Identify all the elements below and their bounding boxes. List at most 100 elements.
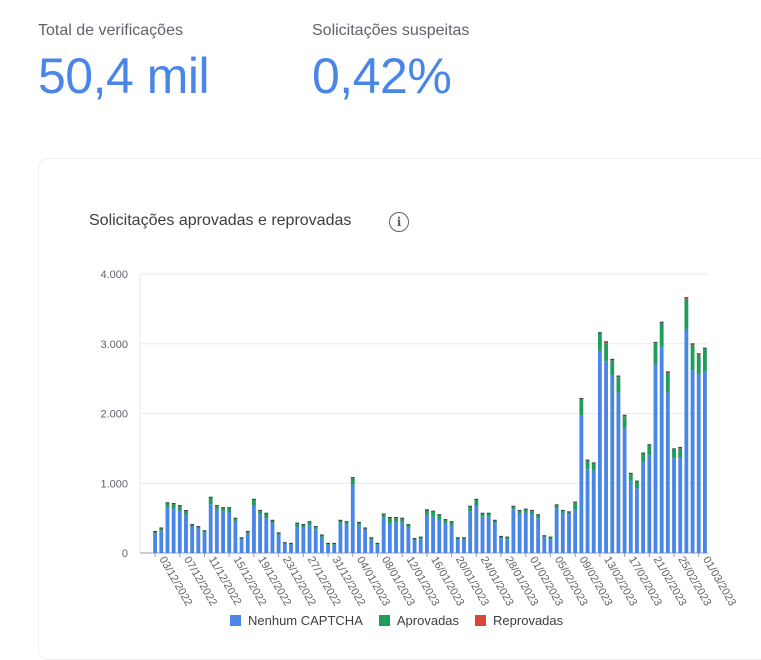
bar-none [542, 538, 546, 553]
bar-none [394, 522, 398, 553]
bar-top-marker [511, 506, 515, 507]
bar-none [493, 524, 497, 553]
bar-top-marker [320, 534, 324, 535]
bar-none [289, 545, 293, 553]
bar-approved [703, 349, 707, 371]
y-tick-label: 2.000 [100, 409, 128, 421]
bar-top-marker [598, 332, 602, 333]
bar-none [314, 529, 318, 553]
bar-approved [487, 514, 491, 517]
bar-top-marker [555, 504, 559, 505]
bar-approved [524, 510, 528, 513]
bar-none [406, 528, 410, 553]
bar-none [221, 511, 225, 553]
bar-none [678, 458, 682, 553]
stacked-bar-chart: 01.0002.0003.0004.00003/12/202207/12/202… [0, 0, 761, 646]
bar-approved [635, 482, 639, 488]
bar-approved [178, 506, 182, 510]
bar-approved [320, 536, 324, 537]
bar-approved [641, 454, 645, 462]
bar-none [240, 539, 244, 553]
bar-top-marker [227, 507, 231, 508]
bar-top-marker [635, 481, 639, 482]
bar-top-marker [654, 342, 658, 343]
y-tick-label: 4.000 [100, 269, 128, 281]
bar-top-marker [697, 353, 701, 354]
bar-approved [468, 507, 472, 511]
bar-approved [425, 510, 429, 514]
bar-approved [579, 400, 583, 415]
bar-top-marker [271, 520, 275, 521]
legend-label-none: Nenhum CAPTCHA [248, 613, 363, 628]
legend-item-approved[interactable]: Aprovadas [379, 613, 459, 628]
bar-approved [549, 538, 553, 539]
bar-top-marker [326, 543, 330, 544]
bar-top-marker [425, 509, 429, 510]
bar-top-marker [394, 517, 398, 518]
bar-none [369, 539, 373, 553]
bar-none [530, 514, 534, 553]
bar-approved [382, 515, 386, 518]
bar-none [332, 545, 336, 553]
bar-approved [159, 529, 163, 531]
bar-approved [542, 536, 546, 537]
bar-top-marker [172, 503, 176, 504]
bar-none [159, 531, 163, 553]
bar-approved [493, 521, 497, 524]
bar-approved [233, 519, 237, 522]
bar-top-marker [203, 530, 207, 531]
bar-top-marker [413, 538, 417, 539]
legend-item-none[interactable]: Nenhum CAPTCHA [230, 613, 363, 628]
bar-approved [567, 513, 571, 514]
legend-item-rejected[interactable]: Reprovadas [475, 613, 563, 628]
legend-swatch-none [230, 615, 241, 626]
bar-approved [184, 511, 188, 514]
bar-top-marker [246, 531, 250, 532]
bar-top-marker [388, 517, 392, 518]
bar-approved [196, 527, 200, 528]
bar-none [258, 514, 262, 553]
bar-approved [221, 508, 225, 511]
bar-approved [511, 507, 515, 510]
bar-top-marker [567, 511, 571, 512]
bar-top-marker [672, 448, 676, 449]
bar-none [623, 427, 627, 553]
bar-none [413, 540, 417, 553]
bar-top-marker [505, 537, 509, 538]
bar-approved [456, 538, 460, 539]
bar-none [499, 538, 503, 553]
bar-approved [444, 520, 448, 523]
bar-approved [301, 525, 305, 528]
bar-none [555, 508, 559, 553]
bar-none [215, 510, 219, 553]
bar-top-marker [295, 523, 299, 524]
bar-none [419, 539, 423, 553]
bar-top-marker [240, 537, 244, 538]
bar-none [277, 535, 281, 553]
bar-top-marker [215, 505, 219, 506]
bar-none [697, 373, 701, 553]
bar-approved [345, 522, 349, 524]
bar-none [264, 518, 268, 553]
bar-top-marker [542, 535, 546, 536]
bar-none [610, 376, 614, 553]
bar-top-marker [431, 511, 435, 512]
bar-approved [308, 522, 312, 525]
bar-approved [530, 511, 534, 514]
bar-top-marker [617, 376, 621, 377]
bar-top-marker [444, 519, 448, 520]
bar-approved [604, 343, 608, 361]
bar-top-marker [283, 542, 287, 543]
bar-top-marker [660, 322, 664, 323]
bar-top-marker [209, 497, 213, 498]
bar-top-marker [691, 343, 695, 344]
bar-top-marker [252, 499, 256, 500]
bar-none [172, 508, 176, 553]
bar-top-marker [561, 510, 565, 511]
bar-top-marker [357, 522, 361, 523]
bar-none [462, 540, 466, 553]
bar-none [339, 524, 343, 553]
bar-none [561, 513, 565, 553]
bar-none [283, 544, 287, 553]
bar-none [660, 347, 664, 553]
